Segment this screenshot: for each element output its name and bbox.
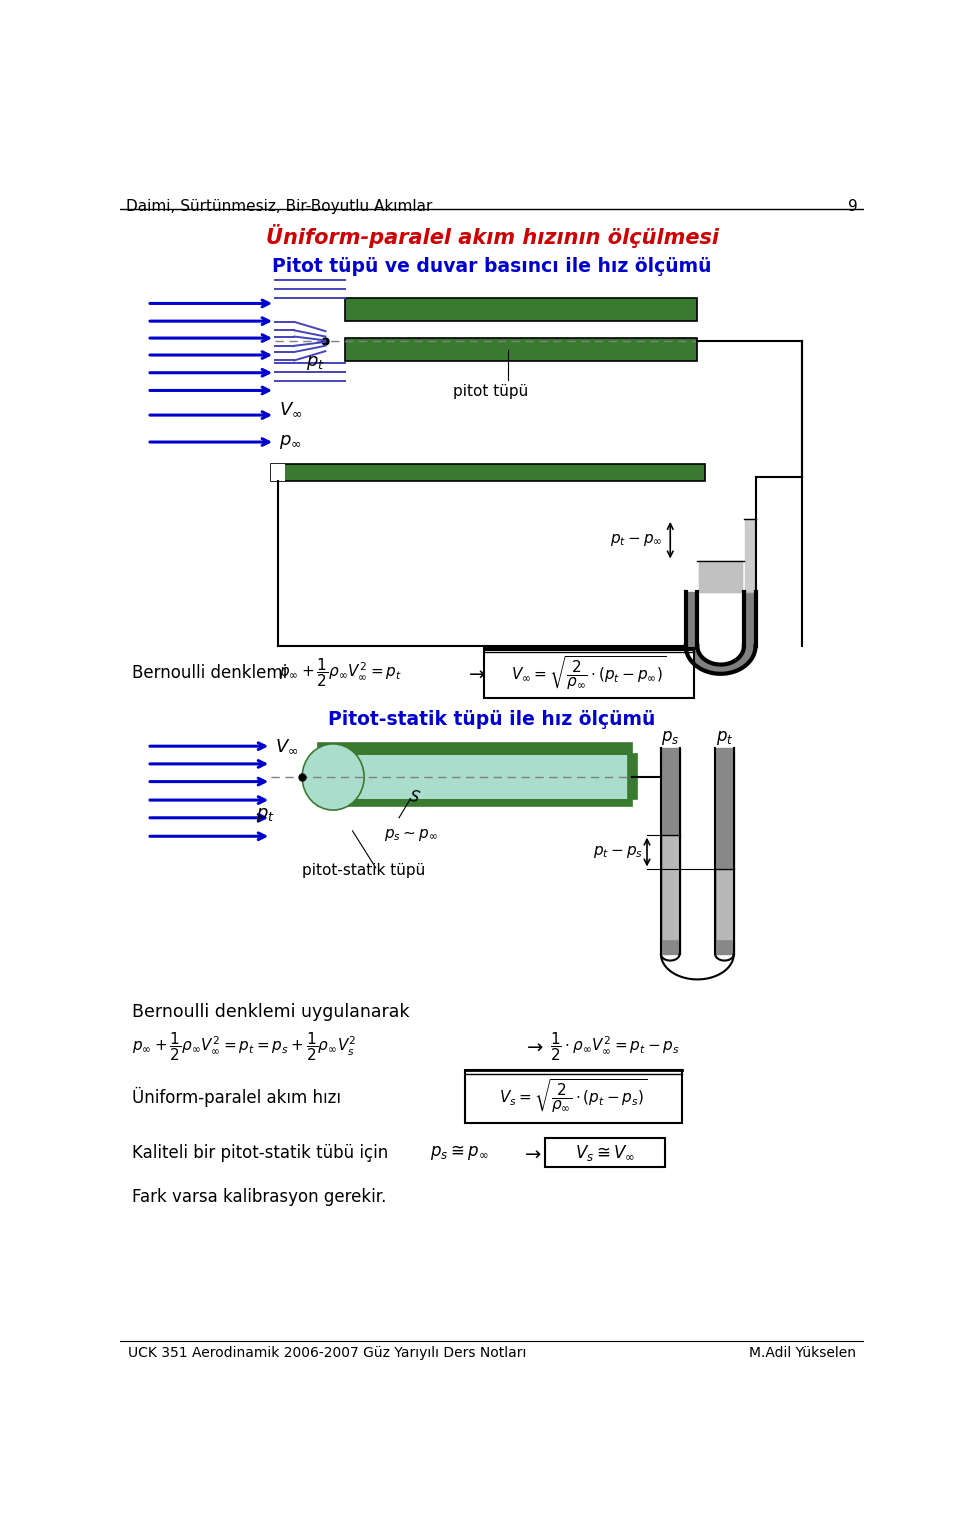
Text: Üniform-paralel akım hızının ölçülmesi: Üniform-paralel akım hızının ölçülmesi xyxy=(266,224,718,249)
Bar xyxy=(345,337,697,360)
Text: $\dfrac{1}{2}\cdot\rho_{\infty}V_{\infty}^{2}=p_t-p_s$: $\dfrac{1}{2}\cdot\rho_{\infty}V_{\infty… xyxy=(550,1031,680,1063)
Text: $p_t - p_{\infty}$: $p_t - p_{\infty}$ xyxy=(611,532,662,548)
Text: $p_t - p_s$: $p_t - p_s$ xyxy=(593,844,643,861)
Text: Daimi, Sürtünmesiz, Bir-Boyutlu Akımlar: Daimi, Sürtünmesiz, Bir-Boyutlu Akımlar xyxy=(126,199,433,215)
Text: $S$: $S$ xyxy=(407,787,421,805)
Text: $V_{\infty}=\sqrt{\dfrac{2}{\rho_{\infty}}\cdot(p_t - p_{\infty})}$: $V_{\infty}=\sqrt{\dfrac{2}{\rho_{\infty… xyxy=(512,655,666,692)
Text: Fark varsa kalibrasyon gerekir.: Fark varsa kalibrasyon gerekir. xyxy=(132,1187,386,1206)
Text: $p_s \cong p_{\infty}$: $p_s \cong p_{\infty}$ xyxy=(430,1143,489,1163)
Text: Kaliteli bir pitot-statik tübü için: Kaliteli bir pitot-statik tübü için xyxy=(132,1144,388,1161)
Text: Pitot tüpü ve duvar basıncı ile hız ölçümü: Pitot tüpü ve duvar basıncı ile hız ölçü… xyxy=(273,258,711,276)
Text: $p_{\infty}$: $p_{\infty}$ xyxy=(278,433,301,451)
Text: $V_s \cong V_{\infty}$: $V_s \cong V_{\infty}$ xyxy=(575,1143,635,1163)
Text: $\rightarrow$: $\rightarrow$ xyxy=(521,1143,542,1163)
Bar xyxy=(271,463,285,480)
Text: $p_t$: $p_t$ xyxy=(255,807,275,824)
Bar xyxy=(318,755,632,799)
Text: $p_s$: $p_s$ xyxy=(661,730,680,747)
Text: M.Adil Yükselen: M.Adil Yükselen xyxy=(749,1345,856,1361)
Text: Bernoulli denklemi: Bernoulli denklemi xyxy=(132,664,287,683)
Bar xyxy=(271,463,706,480)
Text: UCK 351 Aerodinamik 2006-2007 Güz Yarıyılı Ders Notları: UCK 351 Aerodinamik 2006-2007 Güz Yarıyı… xyxy=(128,1345,526,1361)
Bar xyxy=(318,795,632,807)
Text: pitot-statik tüpü: pitot-statik tüpü xyxy=(302,864,425,879)
Text: Bernoulli denklemi uygulanarak: Bernoulli denklemi uygulanarak xyxy=(132,1003,409,1020)
Bar xyxy=(484,647,693,698)
Text: $p_{\infty}+\dfrac{1}{2}\rho_{\infty}V_{\infty}^{2}=p_{t}$: $p_{\infty}+\dfrac{1}{2}\rho_{\infty}V_{… xyxy=(278,657,402,689)
Ellipse shape xyxy=(302,744,364,810)
Text: $V_s=\sqrt{\dfrac{2}{\rho_{\infty}}\cdot(p_t-p_s)}$: $V_s=\sqrt{\dfrac{2}{\rho_{\infty}}\cdot… xyxy=(499,1078,648,1115)
Text: $V_{\infty}$: $V_{\infty}$ xyxy=(278,400,302,417)
Bar xyxy=(318,742,632,755)
Text: $\rightarrow$: $\rightarrow$ xyxy=(523,1037,544,1055)
Text: $\rightarrow$: $\rightarrow$ xyxy=(465,664,486,683)
Text: pitot tüpü: pitot tüpü xyxy=(453,385,529,399)
Text: $p_t$: $p_t$ xyxy=(306,354,324,371)
Text: $p_{\infty}+\dfrac{1}{2}\rho_{\infty}V_{\infty}^{2}=p_t=p_s+\dfrac{1}{2}\rho_{\i: $p_{\infty}+\dfrac{1}{2}\rho_{\infty}V_{… xyxy=(132,1031,356,1063)
Bar xyxy=(628,753,636,799)
PathPatch shape xyxy=(685,646,756,673)
Text: Pitot-statik tüpü ile hız ölçümü: Pitot-statik tüpü ile hız ölçümü xyxy=(328,710,656,729)
Text: $V_{\infty}$: $V_{\infty}$ xyxy=(275,738,299,755)
Text: Üniform-paralel akım hızı: Üniform-paralel akım hızı xyxy=(132,1086,341,1106)
Bar xyxy=(544,1138,665,1167)
Bar xyxy=(484,647,693,650)
Bar xyxy=(465,1071,682,1123)
Bar xyxy=(345,298,697,321)
Text: $p_t$: $p_t$ xyxy=(716,730,733,747)
Text: $p_s \sim p_{\infty}$: $p_s \sim p_{\infty}$ xyxy=(383,827,438,842)
Text: 9: 9 xyxy=(848,199,858,215)
